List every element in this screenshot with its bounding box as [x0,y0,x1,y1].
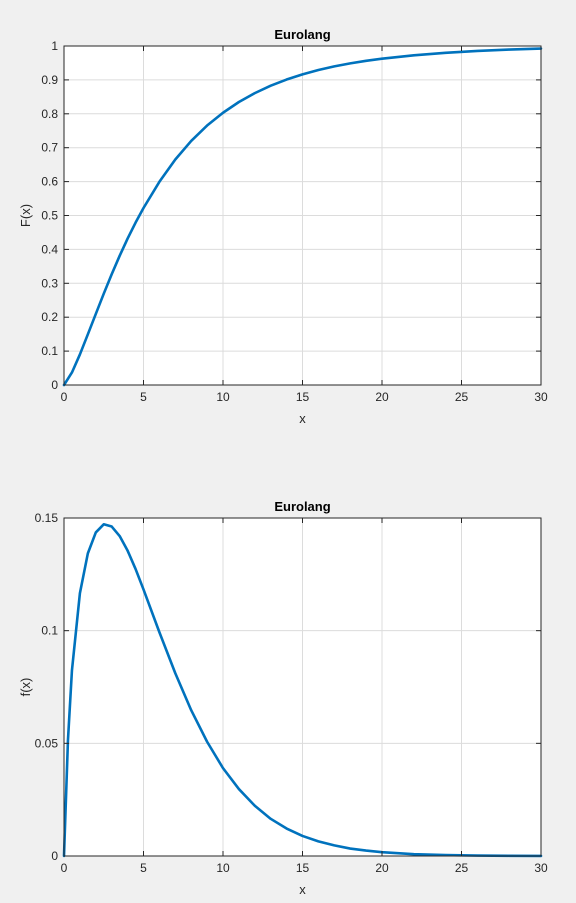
pdf-y-tick-label: 0.05 [35,736,59,750]
pdf-x-tick-label: 0 [61,861,68,875]
pdf-x-tick-label: 10 [216,861,230,875]
cdf-x-tick-label: 5 [140,390,147,404]
cdf-x-tick-label: 30 [534,390,548,404]
pdf-chart-title: Eurolang [274,499,330,514]
cdf-y-tick-label: 0.9 [41,73,58,87]
pdf-y-axis-label: f(x) [18,678,33,697]
cdf-x-tick-label: 25 [455,390,469,404]
pdf-y-tick-label: 0 [51,849,58,863]
cdf-y-tick-label: 0.2 [41,310,58,324]
cdf-x-tick-label: 0 [61,390,68,404]
cdf-x-axis-label: x [299,411,306,426]
pdf-y-tick-label: 0.15 [35,511,59,525]
cdf-y-tick-label: 1 [51,39,58,53]
pdf-axes: 0 5 10 15 20 25 30 0 0.05 0.1 0.15 Eurolang x f(x) [18,499,548,897]
cdf-y-axis-label: F(x) [18,204,33,227]
cdf-y-tick-label: 0 [51,378,58,392]
pdf-x-tick-label: 15 [296,861,310,875]
cdf-y-tick-label: 0.4 [41,242,58,256]
cdf-y-tick-label: 0.6 [41,175,58,189]
cdf-y-tick-label: 0.5 [41,209,58,223]
pdf-series-line [62,523,543,858]
pdf-x-tick-label: 25 [455,861,469,875]
pdf-x-tick-label: 30 [534,861,548,875]
cdf-y-tick-label: 0.1 [41,344,58,358]
cdf-x-tick-label: 10 [216,390,230,404]
cdf-y-tick-label: 0.3 [41,276,58,290]
cdf-x-tick-label: 20 [375,390,389,404]
cdf-axes: 0 5 10 15 20 25 30 0 0.1 0.2 0.3 0.4 0.5 0.6 0.7 0.8 0.9… [18,27,548,426]
pdf-x-axis-label: x [299,882,306,897]
pdf-x-tick-label: 5 [140,861,147,875]
pdf-y-tick-label: 0.1 [41,624,58,638]
cdf-series-line [62,47,543,387]
cdf-chart-title: Eurolang [274,27,330,42]
cdf-y-tick-label: 0.8 [41,107,58,121]
cdf-x-tick-label: 15 [296,390,310,404]
pdf-x-tick-label: 20 [375,861,389,875]
cdf-y-tick-label: 0.7 [41,141,58,155]
